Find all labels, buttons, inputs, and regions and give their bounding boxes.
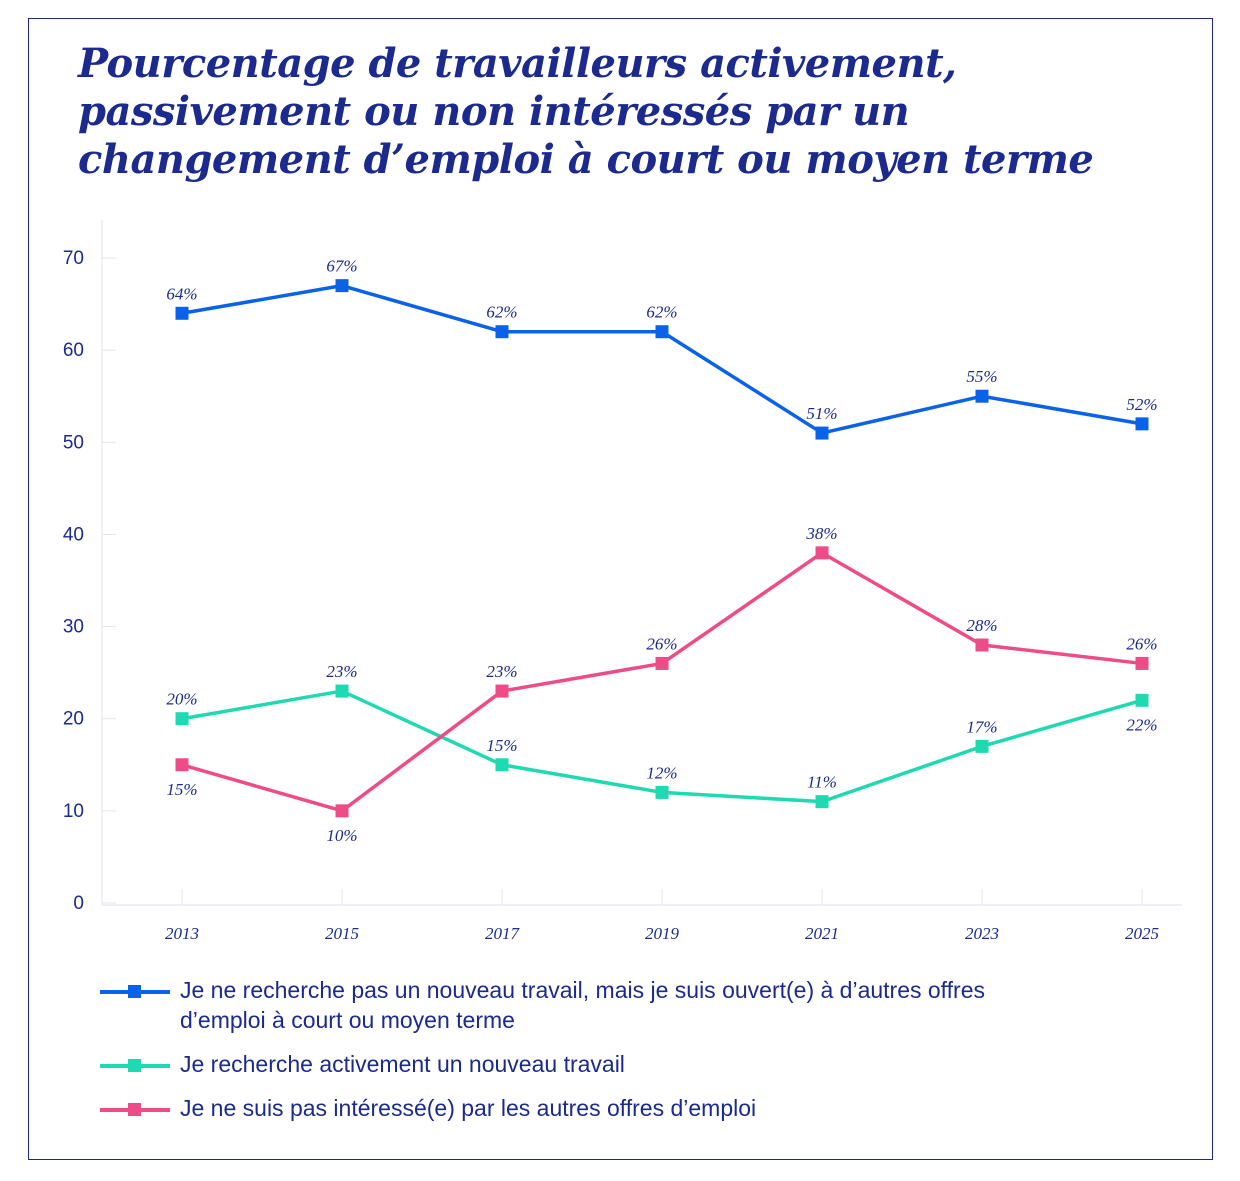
- data-label: 12%: [646, 763, 677, 782]
- data-point: [335, 684, 349, 698]
- data-label: 62%: [646, 303, 677, 322]
- y-tick-label: 0: [73, 893, 84, 914]
- y-tick-label: 60: [63, 340, 84, 361]
- data-point: [655, 656, 669, 670]
- data-label: 22%: [1126, 715, 1157, 734]
- data-point: [335, 279, 349, 293]
- data-point: [815, 546, 829, 560]
- data-label: 26%: [1126, 634, 1157, 653]
- x-tick-label: 2019: [645, 924, 680, 943]
- data-label: 11%: [807, 773, 837, 792]
- data-label: 38%: [805, 524, 837, 543]
- data-label: 15%: [166, 780, 197, 799]
- legend-label-open: Je ne recherche pas un nouveau travail, …: [180, 977, 985, 1033]
- legend-marker-open: [128, 985, 141, 998]
- data-point: [495, 758, 509, 772]
- data-point: [1135, 656, 1149, 670]
- y-tick-label: 30: [63, 617, 84, 638]
- y-tick-label: 40: [63, 524, 84, 545]
- data-point: [975, 638, 989, 652]
- data-label: 62%: [486, 303, 517, 322]
- data-label: 67%: [326, 257, 357, 276]
- chart-title: Pourcentage de travailleurs activement, …: [78, 40, 1094, 183]
- data-point: [975, 389, 989, 403]
- data-point: [815, 426, 829, 440]
- data-point: [655, 785, 669, 799]
- legend: Je ne recherche pas un nouveau travail, …: [100, 975, 1100, 1137]
- data-label: 51%: [806, 404, 837, 423]
- legend-item-open: Je ne recherche pas un nouveau travail, …: [100, 975, 1100, 1035]
- data-point: [975, 739, 989, 753]
- data-label: 23%: [326, 662, 357, 681]
- x-tick-label: 2023: [965, 924, 999, 943]
- data-point: [1135, 693, 1149, 707]
- legend-swatch-open: [100, 985, 170, 999]
- x-axis-ticks: 2013 2015 2017 2019 2021 2023 2025: [165, 889, 1159, 943]
- y-tick-label: 20: [63, 709, 84, 730]
- series-1: 20% 23% 15% 12% 11% 17% 22%: [166, 662, 1158, 809]
- data-label: 10%: [326, 826, 357, 845]
- axes: [101, 220, 1182, 906]
- data-point: [815, 795, 829, 809]
- data-point: [495, 325, 509, 339]
- y-tick-label: 10: [63, 801, 84, 822]
- data-point: [655, 325, 669, 339]
- data-point: [1135, 417, 1149, 431]
- series-0: 64% 67% 62% 62% 51% 55% 52%: [166, 257, 1158, 440]
- x-tick-label: 2013: [165, 924, 199, 943]
- series-group: 64%67%62% 62%51%55%52%20%23%15%12% 11%17% 2…: [166, 257, 1157, 845]
- data-point: [495, 684, 509, 698]
- data-point: [335, 804, 349, 818]
- data-label: 55%: [966, 367, 997, 386]
- legend-swatch-active: [100, 1059, 170, 1073]
- y-tick-label: 70: [63, 248, 84, 269]
- legend-marker-not-interested: [128, 1103, 141, 1116]
- data-point: [175, 712, 189, 726]
- legend-label-active: Je recherche activement un nouveau trava…: [180, 1051, 625, 1077]
- x-tick-label: 2017: [485, 924, 521, 943]
- x-tick-label: 2015: [325, 924, 359, 943]
- data-label: 20%: [166, 690, 197, 709]
- data-label: 28%: [966, 616, 997, 635]
- legend-item-active: Je recherche activement un nouveau trava…: [100, 1049, 1100, 1079]
- data-label: 52%: [1126, 395, 1157, 414]
- x-tick-label: 2021: [805, 924, 839, 943]
- legend-marker-active: [128, 1059, 141, 1072]
- data-label: 26%: [646, 634, 677, 653]
- data-label: 23%: [486, 662, 517, 681]
- series-line: [181, 689, 1143, 804]
- y-tick-label: 50: [63, 432, 84, 453]
- x-tick-label: 2025: [1125, 924, 1159, 943]
- chart-frame: [28, 18, 1213, 1160]
- series-2: 15% 10% 23% 26% 38% 28% 26%: [166, 524, 1157, 845]
- data-label: 15%: [486, 736, 517, 755]
- data-point: [175, 758, 189, 772]
- data-label: 17%: [966, 717, 997, 736]
- legend-label-not-interested: Je ne suis pas intéressé(e) par les autr…: [180, 1095, 757, 1121]
- y-axis-ticks: 0 10 20 30 40 50 60 70: [63, 248, 116, 914]
- data-label: 64%: [166, 284, 197, 303]
- legend-item-not-interested: Je ne suis pas intéressé(e) par les autr…: [100, 1093, 1100, 1123]
- legend-swatch-not-interested: [100, 1103, 170, 1117]
- data-point: [175, 306, 189, 320]
